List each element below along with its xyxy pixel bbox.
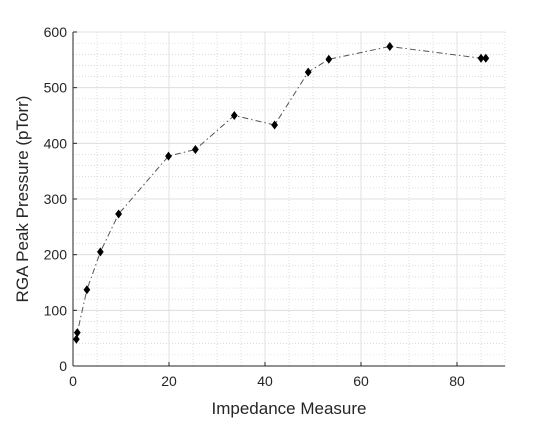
data-point (83, 285, 91, 295)
y-tick-label: 100 (44, 302, 68, 318)
data-point (115, 209, 122, 219)
x-tick-label: 0 (69, 373, 77, 389)
y-tick-label: 600 (44, 24, 68, 40)
data-point (386, 42, 394, 51)
y-tick-label: 500 (44, 80, 68, 96)
data-point (230, 111, 238, 120)
y-tick-label: 0 (59, 358, 67, 374)
data-point (73, 328, 81, 338)
series-lines (75, 45, 486, 340)
axes (72, 31, 505, 367)
data-point (304, 67, 312, 77)
x-tick-label: 80 (449, 373, 465, 389)
minor-grid (73, 32, 506, 366)
x-axis-label: Impedance Measure (212, 399, 367, 418)
data-point (482, 53, 490, 63)
y-tick-label: 400 (44, 135, 68, 151)
y-tick-label: 300 (44, 191, 68, 207)
data-point (271, 120, 278, 130)
x-tick-label: 40 (257, 373, 273, 389)
series-line (75, 45, 486, 340)
data-point (477, 53, 485, 63)
x-tick-label: 60 (353, 373, 369, 389)
data-point (97, 247, 104, 257)
x-tick-label: 20 (161, 373, 177, 389)
tick-labels: 0 20 40 60 80 0 100 200 300 400 500 600 (44, 24, 465, 389)
data-point (73, 334, 80, 344)
series-points (73, 42, 490, 344)
data-point (165, 151, 172, 161)
y-axis-label: RGA Peak Pressure (pTorr) (13, 96, 32, 303)
data-point (325, 54, 333, 64)
data-point (192, 145, 199, 154)
y-tick-label: 200 (44, 247, 68, 263)
